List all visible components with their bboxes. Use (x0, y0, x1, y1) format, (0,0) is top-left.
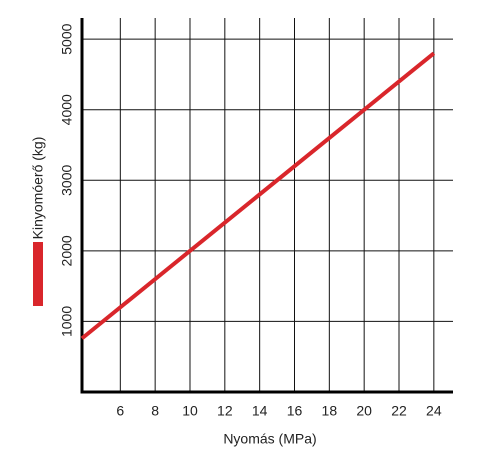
data-line (80, 51, 436, 340)
legend-swatch (33, 242, 43, 306)
x-tick-label: 18 (322, 403, 338, 419)
y-tick-label: 5000 (59, 23, 75, 54)
y-tick-label: 3000 (59, 165, 75, 196)
legend-label: Kinyomóerő (kg) (30, 137, 46, 240)
y-tick-label: 1000 (59, 306, 75, 337)
x-tick-label: 14 (252, 403, 268, 419)
x-tick-label: 6 (116, 403, 124, 419)
y-tick-label: 4000 (59, 94, 75, 125)
x-tick-label: 8 (151, 403, 159, 419)
x-tick-label: 12 (217, 403, 233, 419)
x-tick-label: 24 (426, 403, 442, 419)
x-tick-label: 16 (287, 403, 303, 419)
x-tick-label: 20 (356, 403, 372, 419)
x-tick-label: 10 (182, 403, 198, 419)
y-tick-label: 2000 (59, 235, 75, 266)
x-tick-label: 22 (391, 403, 407, 419)
x-axis-label: Nyomás (MPa) (223, 431, 316, 447)
